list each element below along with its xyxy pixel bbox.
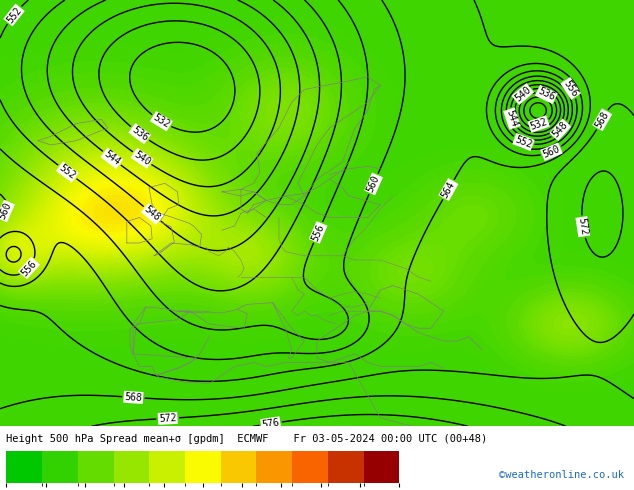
Text: 532: 532 (152, 112, 171, 130)
Text: 564: 564 (440, 179, 457, 200)
Text: 552: 552 (4, 5, 23, 25)
Text: 560: 560 (541, 144, 562, 160)
Text: 536: 536 (536, 86, 557, 103)
Text: 544: 544 (505, 109, 520, 128)
Text: Height 500 hPa Spread mean+σ [gpdm]  ECMWF    Fr 03-05-2024 00:00 UTC (00+48): Height 500 hPa Spread mean+σ [gpdm] ECMW… (6, 434, 488, 443)
Text: 572: 572 (576, 217, 589, 236)
Text: ©weatheronline.co.uk: ©weatheronline.co.uk (500, 470, 624, 480)
Text: 540: 540 (132, 149, 152, 168)
Text: 556: 556 (562, 78, 580, 98)
Text: 552: 552 (514, 134, 533, 150)
Text: 532: 532 (529, 117, 548, 132)
Text: 552: 552 (57, 163, 77, 181)
Text: 548: 548 (551, 120, 570, 140)
Text: 556: 556 (310, 222, 327, 243)
Text: 536: 536 (130, 124, 150, 143)
Text: 560: 560 (0, 201, 13, 221)
Text: 544: 544 (102, 149, 122, 168)
Text: 568: 568 (124, 392, 143, 403)
Text: 572: 572 (158, 413, 177, 424)
Text: 560: 560 (365, 174, 382, 194)
Text: 568: 568 (593, 110, 611, 130)
Text: 556: 556 (20, 258, 39, 278)
Text: 548: 548 (142, 204, 162, 223)
Text: 540: 540 (513, 85, 533, 103)
Text: 576: 576 (261, 417, 280, 430)
